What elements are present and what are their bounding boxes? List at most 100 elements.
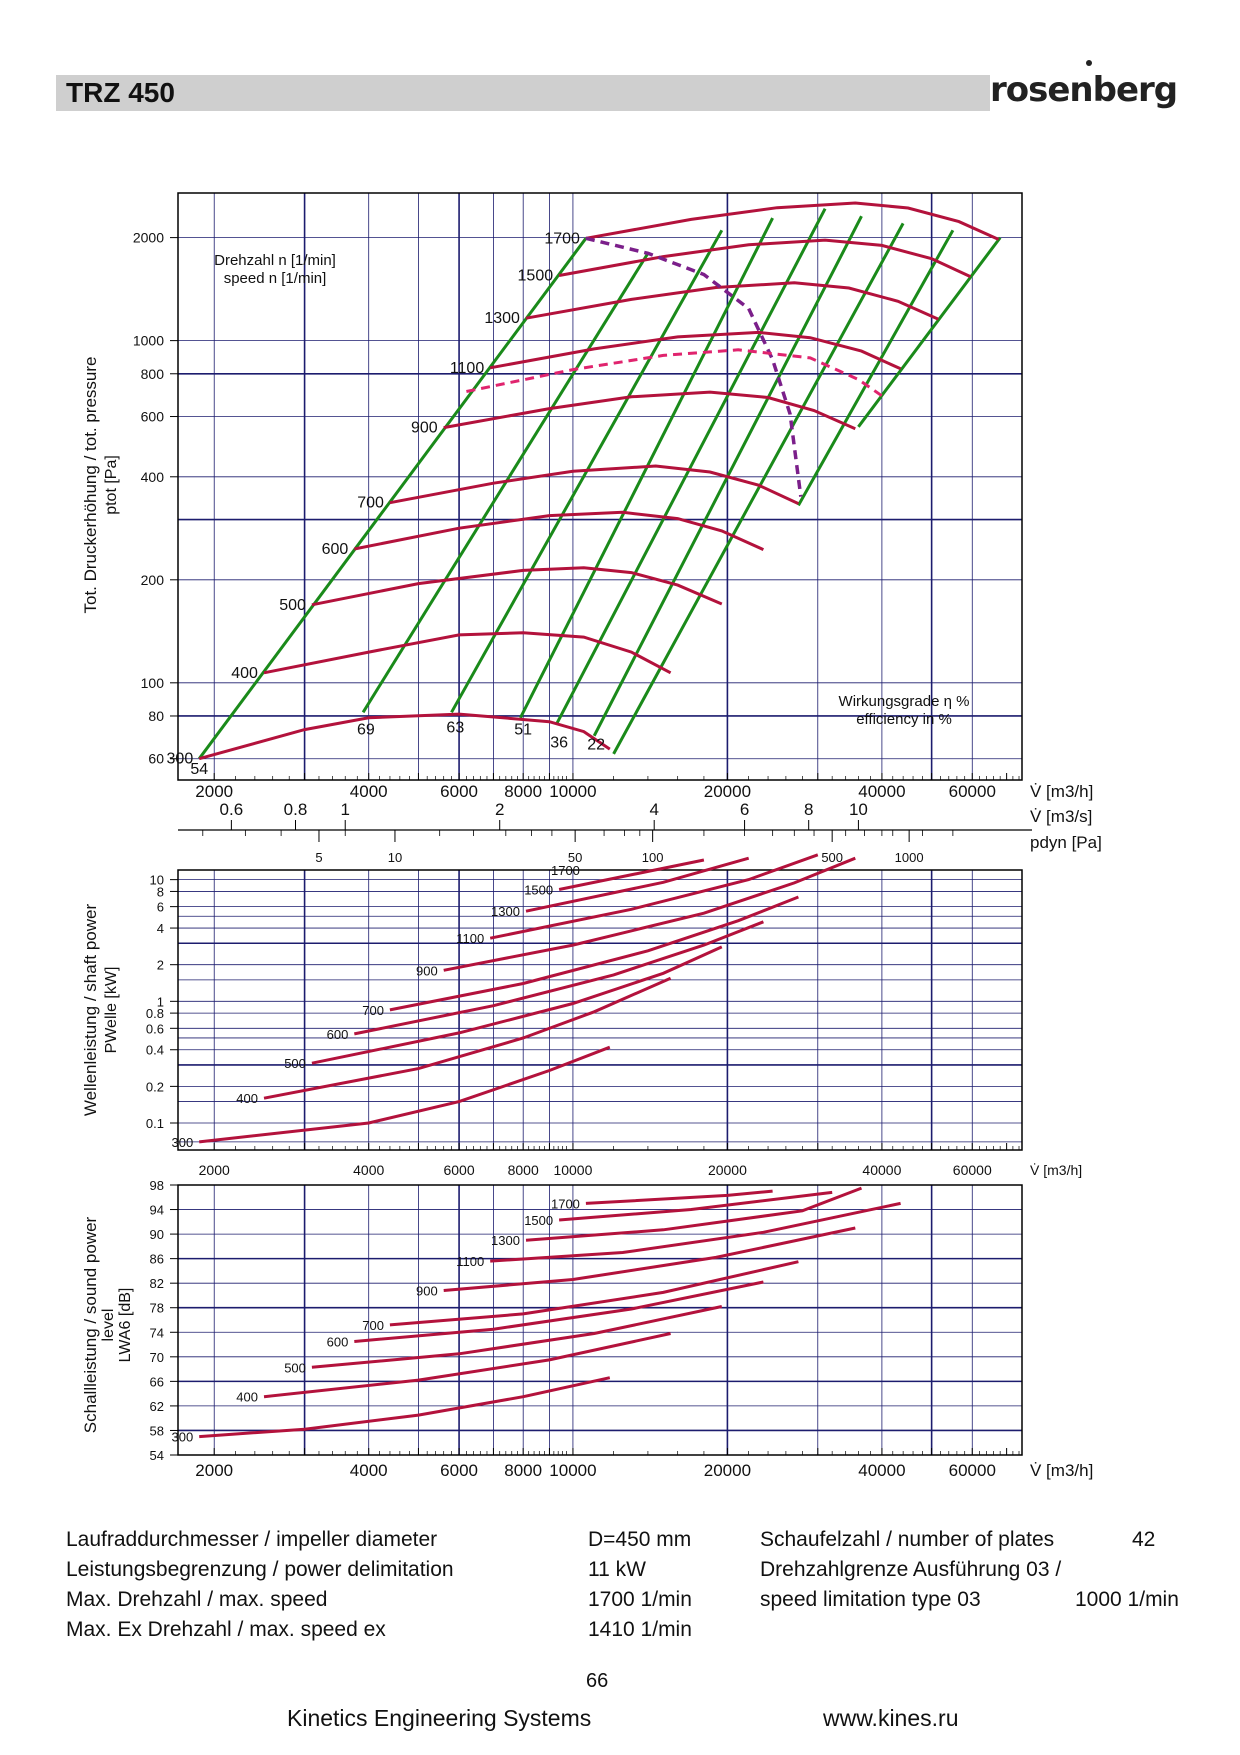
power-x-tick-label: 8000 (508, 1162, 539, 1178)
sound-curve-300 (199, 1376, 611, 1439)
power-x-tick-label: 10000 (553, 1162, 592, 1178)
sound-y-tick-label: 66 (150, 1374, 164, 1389)
main-y-tick-label: 800 (141, 366, 165, 382)
power-label-1500: 1500 (524, 882, 553, 897)
power-y-tick-label: 0.2 (146, 1079, 164, 1094)
sound-y-tick-label: 78 (150, 1301, 164, 1316)
main-y-tick-label: 200 (141, 572, 165, 588)
sound-curve-600 (354, 1280, 764, 1343)
specs-values: D=450 mm 11 kW 1700 1/min 1410 1/min (588, 1525, 692, 1645)
efficiency-caption-2: efficiency in % (856, 711, 952, 728)
power-y-title: Wellenleistung / shaft power (81, 904, 100, 1117)
sound-x-tick-label: 60000 (949, 1461, 996, 1480)
power-x-tick-label: 20000 (708, 1162, 747, 1178)
pdyn-tick-label: 10 (388, 850, 402, 865)
specs-right: Schaufelzahl / number of plates Drehzahl… (760, 1525, 1061, 1615)
main-x-tick-label: 10000 (549, 782, 596, 801)
efficiency-value-label: 63 (446, 720, 464, 737)
page-number: 66 (586, 1670, 609, 1692)
power-curve-1500 (558, 858, 705, 891)
footer-company: Kinetics Engineering Systems (287, 1705, 592, 1731)
sound-y-title: Schallleistung / sound power (81, 1216, 100, 1433)
speed-label-900: 900 (411, 420, 438, 437)
maxex-value: 1410 1/min (588, 1618, 692, 1641)
power-curve-1300 (525, 856, 750, 913)
main-x-tick-label: 6000 (440, 782, 478, 801)
sound-label-1700: 1700 (551, 1196, 580, 1211)
power-label-700: 700 (362, 1003, 384, 1018)
speed-curve-300 (198, 712, 611, 761)
pdyn-tick-label: 100 (642, 850, 664, 865)
main-x-tick-label: 40000 (858, 782, 905, 801)
pdyn-tick-label: 50 (568, 850, 582, 865)
power-label-600: 600 (327, 1027, 349, 1042)
main-y-title: Tot. Druckerhöhung / tot. pressure (81, 356, 100, 613)
power-y-tick-label: 2 (157, 958, 164, 973)
speed-curve-700 (389, 464, 800, 505)
efficiency-line (797, 229, 955, 507)
speed-curve-500 (311, 566, 723, 607)
main-y-tick-label: 60 (148, 751, 164, 767)
m3s-unit: V̇ [m3/s] (1030, 807, 1092, 826)
efficiency-value-label: 36 (550, 734, 568, 751)
efficiency-value-label: 54 (190, 761, 208, 778)
main-x-unit: V̇ [m3/h] (1030, 782, 1093, 801)
title-bar (56, 75, 990, 111)
speed-curve-600 (354, 510, 765, 551)
sound-y-tick-label: 90 (150, 1227, 164, 1242)
pdyn-tick-label: 500 (821, 850, 843, 865)
sound-y-tick-label: 62 (150, 1399, 164, 1414)
speed-curve-900 (443, 390, 856, 431)
speedlimit-label-2: speed limitation type 03 (760, 1588, 981, 1611)
power-curve-1100 (489, 853, 819, 940)
speed-label-400: 400 (231, 665, 258, 682)
sound-label-1500: 1500 (524, 1213, 553, 1228)
main-x-tick-label: 8000 (504, 782, 542, 801)
sound-curve-900 (443, 1226, 856, 1292)
power-x-unit: V̇ [m3/h] (1030, 1162, 1082, 1178)
power-label-400: 400 (236, 1091, 258, 1106)
power-y-tick-label: 0.1 (146, 1116, 164, 1131)
pdyn-tick-label: 1000 (895, 850, 924, 865)
sound-x-tick-label: 4000 (350, 1461, 388, 1480)
sound-label-400: 400 (236, 1390, 258, 1405)
ex-speed-curve (466, 348, 883, 398)
m3s-tick-label: 10 (849, 800, 868, 819)
speed-curve-1700 (585, 201, 1000, 241)
plates-label: Schaufelzahl / number of plates (760, 1528, 1055, 1551)
speed-curve-400 (263, 631, 672, 675)
speed-label-600: 600 (322, 541, 349, 558)
speed-limit-curve (585, 236, 803, 497)
efficiency-caption: Wirkungsgrade η % (839, 693, 970, 710)
power-label-1700: 1700 (551, 863, 580, 878)
main-y-tick-label: 80 (148, 708, 164, 724)
sound-label-600: 600 (327, 1334, 349, 1349)
sound-label-500: 500 (284, 1360, 306, 1375)
logo-dot (1086, 60, 1092, 66)
sound-y-title-3: LWA6 [dB] (117, 1288, 134, 1363)
sound-curve-700 (389, 1260, 799, 1327)
power-label-1100: 1100 (456, 931, 484, 946)
power-y-tick-label: 4 (157, 921, 164, 936)
power-y-tick-label: 8 (157, 884, 164, 899)
power-y-tick-label: 6 (157, 900, 164, 915)
sound-y-tick-label: 70 (150, 1350, 164, 1365)
sound-label-1100: 1100 (456, 1254, 484, 1269)
speed-caption: Drehzahl n [1/min] (214, 252, 336, 269)
sound-y-tick-label: 74 (150, 1325, 164, 1340)
sound-label-700: 700 (362, 1318, 384, 1333)
power-label-300: 300 (172, 1135, 194, 1150)
efficiency-line (857, 236, 1002, 428)
m3s-tick-label: 4 (649, 800, 658, 819)
power-curve-300 (199, 1045, 611, 1144)
maxex-label: Max. Ex Drehzahl / max. speed ex (66, 1618, 386, 1641)
m3s-tick-label: 1 (340, 800, 349, 819)
power-x-tick-label: 4000 (353, 1162, 384, 1178)
speed-label-1300: 1300 (484, 310, 520, 327)
main-x-tick-label: 60000 (949, 782, 996, 801)
sound-label-900: 900 (416, 1284, 438, 1299)
main-x-tick-label: 20000 (704, 782, 751, 801)
m3s-tick-label: 0.8 (284, 800, 308, 819)
m3s-tick-label: 2 (495, 800, 504, 819)
